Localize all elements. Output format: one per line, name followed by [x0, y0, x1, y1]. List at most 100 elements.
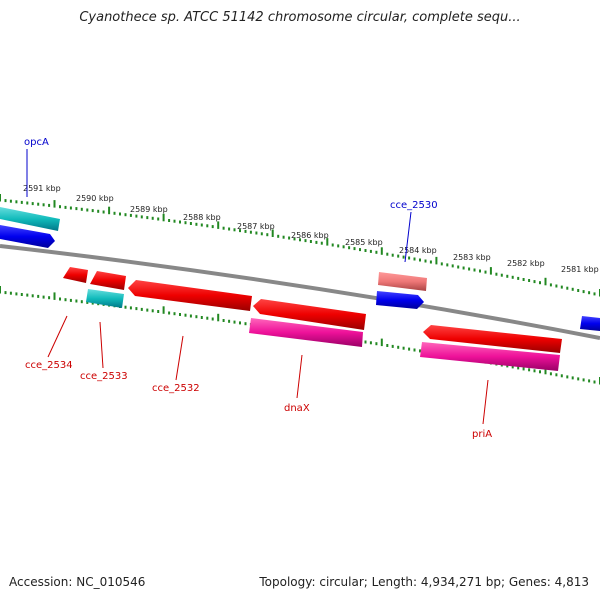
- tick-major: [380, 247, 383, 255]
- tick-minor: [413, 348, 416, 352]
- tick-minor: [189, 314, 192, 318]
- tick-minor: [549, 372, 552, 376]
- tick-minor: [206, 316, 209, 320]
- gene-label-cce_2534[interactable]: cce_2534: [25, 360, 73, 371]
- tick-minor: [506, 274, 509, 278]
- tick-minor: [549, 283, 552, 287]
- tick-minor: [26, 293, 29, 297]
- tick-minor: [9, 199, 12, 203]
- tick-major: [489, 267, 492, 275]
- leader-line: [296, 354, 303, 399]
- gene-label-dnaX[interactable]: dnaX: [284, 403, 310, 414]
- tick-minor: [353, 247, 356, 251]
- tick-minor: [64, 205, 67, 209]
- gene-cds-blue-feature[interactable]: [0, 225, 55, 248]
- gene-label-cce_2533[interactable]: cce_2533: [80, 371, 128, 382]
- tick-minor: [419, 258, 421, 262]
- tick-minor: [135, 214, 138, 218]
- tick-minor: [468, 267, 471, 271]
- tick-minor: [506, 364, 509, 368]
- tick-minor: [348, 246, 351, 250]
- gene-opcA-feature[interactable]: [0, 207, 60, 231]
- gene-cds-red-feature[interactable]: [90, 271, 126, 290]
- tick-minor: [179, 220, 181, 224]
- tick-minor: [266, 233, 269, 237]
- tick-minor: [473, 268, 476, 272]
- tick-minor: [522, 367, 525, 371]
- tick-major: [53, 200, 56, 208]
- forward-strand-features: [0, 207, 600, 331]
- tick-minor: [140, 307, 143, 311]
- tick-minor: [315, 240, 318, 244]
- tick-minor: [80, 207, 83, 211]
- tick-minor: [233, 228, 236, 232]
- gene-cds-magenta-feature[interactable]: [420, 342, 560, 371]
- tick-minor: [288, 236, 291, 240]
- gene-label-priA[interactable]: priA: [472, 429, 492, 440]
- tick-minor: [75, 207, 78, 211]
- gene-label-cce_2532[interactable]: cce_2532: [152, 383, 200, 394]
- tick-minor: [91, 209, 94, 213]
- tick-minor: [566, 286, 569, 290]
- tick-minor: [124, 305, 127, 309]
- tick-major: [326, 238, 329, 246]
- reverse-strand-features: [63, 267, 562, 371]
- tick-minor: [582, 290, 585, 294]
- tick-minor: [397, 254, 400, 258]
- tick-major: [0, 194, 1, 202]
- tick-minor: [59, 297, 61, 301]
- tick-minor: [484, 270, 487, 274]
- tick-minor: [4, 199, 7, 203]
- tick-minor: [157, 310, 160, 313]
- tick-minor: [113, 211, 116, 215]
- tick-minor: [260, 232, 263, 236]
- tick-minor: [391, 344, 394, 348]
- tick-minor: [369, 341, 372, 345]
- tick-minor: [129, 306, 132, 310]
- gene-priA-feature[interactable]: [423, 325, 562, 353]
- gene-cce_2533-feature[interactable]: [86, 289, 124, 308]
- tick-minor: [80, 300, 83, 304]
- gene-label-opcA[interactable]: opcA: [24, 137, 49, 148]
- tick-minor: [375, 342, 378, 346]
- tick-minor: [15, 200, 18, 204]
- tick-minor: [408, 347, 411, 351]
- tick-minor: [528, 368, 531, 372]
- genome-backbone: [0, 244, 600, 340]
- tick-minor: [479, 269, 481, 273]
- tick-minor: [140, 215, 143, 219]
- tick-minor: [48, 296, 51, 300]
- leader-line: [404, 211, 412, 263]
- tick-minor: [20, 293, 23, 296]
- tick-minor: [402, 255, 405, 259]
- tick-minor: [211, 225, 214, 229]
- tick-minor: [582, 378, 585, 382]
- tick-minor: [342, 245, 345, 249]
- tick-minor: [184, 313, 187, 317]
- gene-cce_2532-feature[interactable]: [128, 280, 252, 311]
- tick-minor: [451, 264, 454, 268]
- gene-cce_2530-feature[interactable]: [378, 272, 427, 291]
- genome-stats-label: Topology: circular; Length: 4,934,271 bp…: [259, 575, 589, 589]
- tick-minor: [239, 321, 241, 325]
- kbp-label: 2584 kbp: [399, 246, 437, 255]
- tick-minor: [64, 298, 67, 302]
- gene-cds-blue-feature[interactable]: [376, 291, 424, 309]
- tick-major: [53, 292, 56, 300]
- tick-minor: [211, 317, 214, 321]
- gene-dnaX-feature[interactable]: [253, 299, 366, 330]
- gene-cds-blue-feature[interactable]: [580, 316, 600, 331]
- tick-minor: [555, 284, 558, 288]
- tick-minor: [277, 234, 280, 238]
- kbp-label: 2591 kbp: [23, 184, 61, 193]
- gene-label-cce_2530[interactable]: cce_2530: [390, 200, 438, 211]
- tick-row-outer: [0, 194, 600, 297]
- gene-cds-magenta-feature[interactable]: [249, 318, 363, 347]
- tick-minor: [59, 205, 61, 209]
- tick-minor: [337, 244, 340, 248]
- tick-minor: [304, 239, 307, 243]
- kbp-label: 2587 kbp: [237, 222, 275, 231]
- gene-cce_2534-feature[interactable]: [63, 267, 88, 283]
- tick-major: [380, 338, 383, 347]
